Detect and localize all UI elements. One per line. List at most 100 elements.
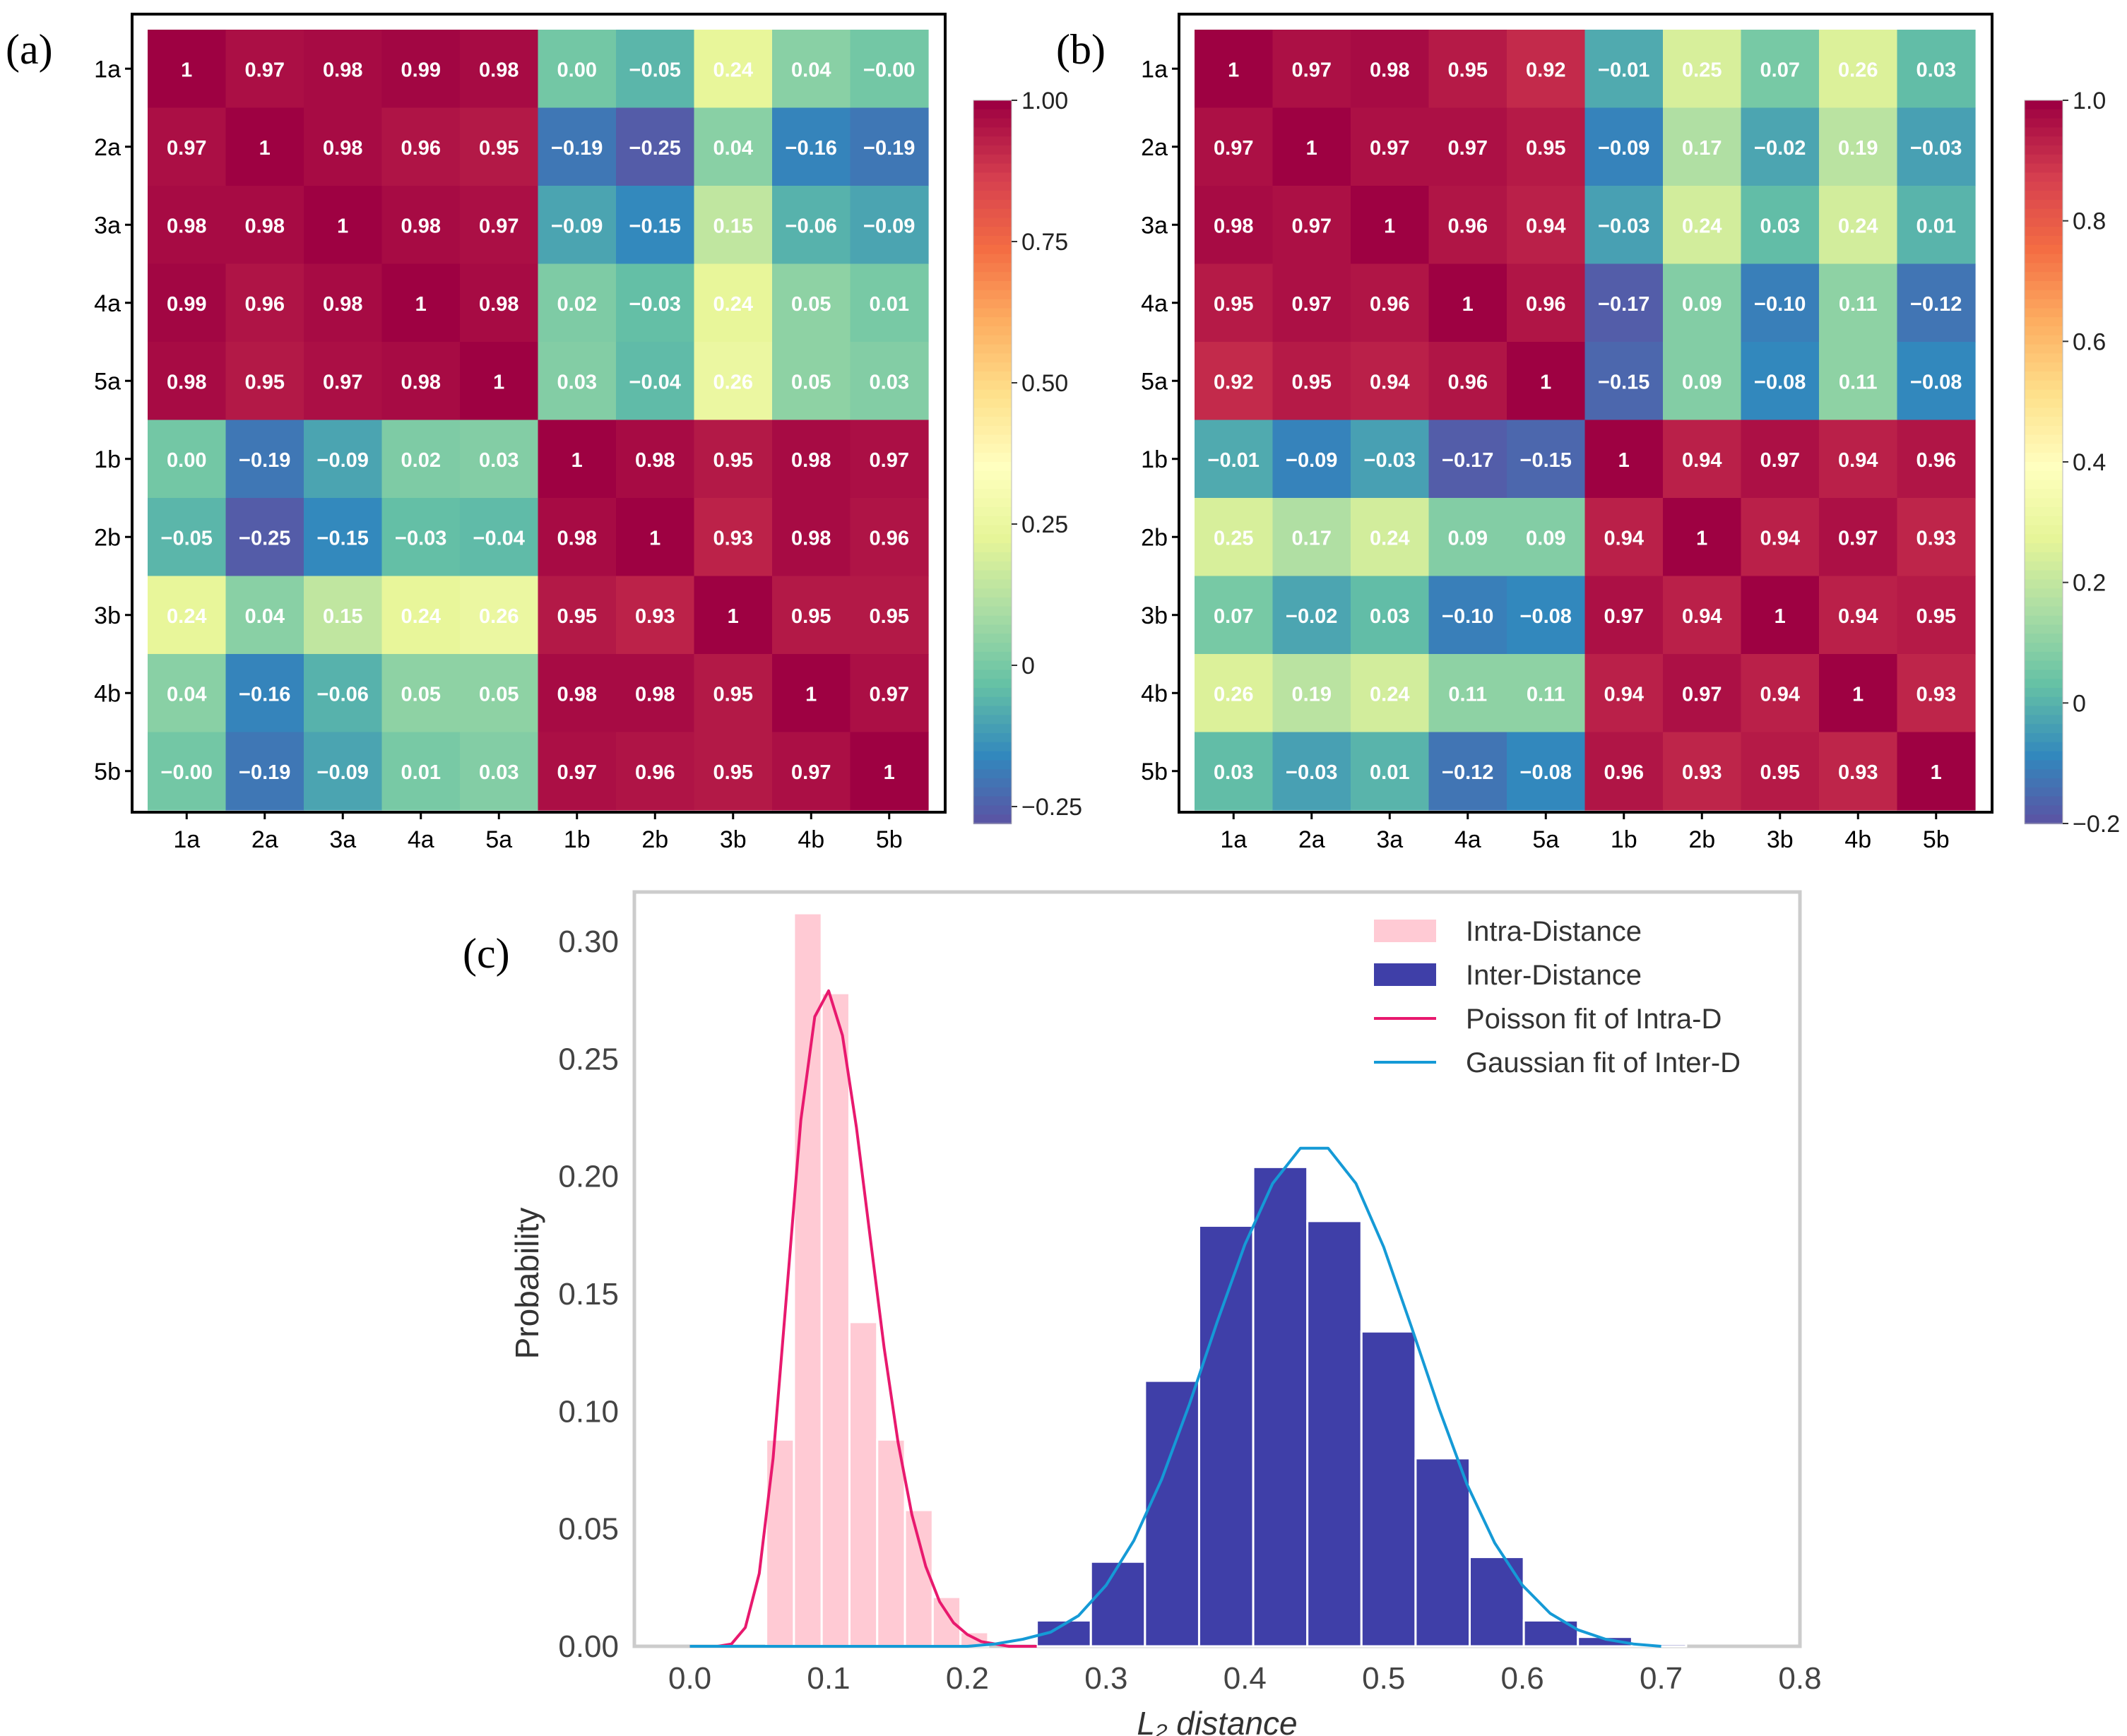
colorbar-a-segment <box>973 570 1012 581</box>
heatmap-b-cell <box>1351 654 1430 733</box>
heatmap-a-col-label: 1b <box>564 826 591 853</box>
heatmap-a-cell <box>304 263 383 343</box>
heatmap-b-cell-value: 0.09 <box>1682 293 1722 316</box>
heatmap-a-cell-value: 0.05 <box>479 683 519 706</box>
heatmap-b-cell-value: 0.94 <box>1682 605 1722 628</box>
fit-line-gaussian-fit-of-inter-d <box>689 1146 1661 1648</box>
x-tick-label: 0.1 <box>807 1661 850 1696</box>
legend-label: Gaussian fit of Inter-D <box>1466 1047 1741 1078</box>
colorbar-a-segment <box>973 516 1012 526</box>
heatmap-a-cell <box>850 732 929 811</box>
y-tick-label: 0.25 <box>558 1042 619 1076</box>
colorbar-b-segment <box>2025 733 2063 743</box>
heatmap-a-cell <box>850 30 929 109</box>
heatmap-b-cell-value: 0.94 <box>1682 449 1722 472</box>
colorbar-b-segment <box>2025 335 2063 345</box>
heatmap-b-cell-value: 0.94 <box>1370 371 1409 393</box>
heatmap-b-cell <box>1663 263 1742 343</box>
heatmap-a-cell <box>381 107 461 186</box>
heatmap-a-cell-value: 0.24 <box>167 605 206 628</box>
heatmap-b-cell-value: 1 <box>1228 59 1239 81</box>
colorbar-a-segment <box>973 389 1012 400</box>
colorbar-b-segment <box>2025 425 2063 436</box>
heatmap-b-row-label: 2a <box>1141 134 1168 161</box>
heatmap-a-cell-value: 0.98 <box>635 683 675 706</box>
heatmap-a-row-label: 2a <box>94 134 121 161</box>
heatmap-a-cell-value: 1 <box>181 59 192 81</box>
heatmap-b-cell <box>1351 498 1430 577</box>
colorbar-b-segment <box>2025 136 2063 146</box>
heatmap-b-cell-value: 0.09 <box>1682 371 1722 393</box>
heatmap-b-cell <box>1584 576 1664 655</box>
colorbar-b-segment <box>2025 380 2063 391</box>
heatmap-b-cell-value: 0.96 <box>1604 761 1644 784</box>
colorbar-a-segment <box>973 525 1012 535</box>
heatmap-b-row-label: 1a <box>1141 56 1168 83</box>
heatmap-b-cell <box>1507 30 1586 109</box>
colorbar-b-tick-label: 0.4 <box>2073 449 2106 476</box>
heatmap-b-cell-value: 0.95 <box>1448 59 1488 81</box>
colorbar-a-segment <box>973 109 1012 119</box>
histogram-bar-intra-distance <box>931 1595 962 1648</box>
heatmap-a-cell-value: −0.04 <box>629 371 681 393</box>
heatmap-a-cell-value: −0.15 <box>317 527 369 549</box>
heatmap-b-cell <box>1351 263 1430 343</box>
colorbar-b-segment <box>2025 444 2063 454</box>
heatmap-b-col-label: 3b <box>1767 826 1794 853</box>
heatmap-a-cell-value: 0.04 <box>713 137 753 160</box>
heatmap-a-cell <box>460 186 539 265</box>
colorbar-b-segment <box>2025 688 2063 698</box>
colorbar-b-segment <box>2025 796 2063 807</box>
colorbar-b-segment <box>2025 742 2063 752</box>
heatmap-a-cell <box>616 732 695 811</box>
heatmap-a-cell <box>381 342 461 421</box>
heatmap-b-row-label: 5a <box>1141 368 1168 395</box>
heatmap-b-cell <box>1663 30 1742 109</box>
heatmap-b-cell <box>1351 30 1430 109</box>
heatmap-a-col-label: 4a <box>408 826 434 853</box>
heatmap-a-cell-value: 0.98 <box>557 683 597 706</box>
colorbar-a-segment <box>973 598 1012 607</box>
heatmap-b-cell <box>1584 498 1664 577</box>
colorbar-a-segment <box>973 154 1012 165</box>
colorbar-a-segment <box>973 498 1012 508</box>
colorbar-b-segment <box>2025 434 2063 445</box>
colorbar-b-segment <box>2025 516 2063 526</box>
heatmap-a-col-label: 2a <box>251 826 278 853</box>
colorbar-a-segment <box>973 470 1012 481</box>
heatmap-b-cell-value: 0.01 <box>1916 215 1956 237</box>
colorbar-a-segment <box>973 145 1012 155</box>
heatmap-b-row-label: 4a <box>1141 290 1168 317</box>
histogram-bar-intra-distance <box>876 1438 906 1648</box>
colorbar-a-segment <box>973 335 1012 345</box>
colorbar-b-segment <box>2025 507 2063 517</box>
heatmap-b-cell-value: 0.93 <box>1682 761 1722 784</box>
heatmap-a-cell <box>148 576 227 655</box>
heatmap-b-cell-value: 0.03 <box>1214 761 1253 784</box>
heatmap-a-cell-value: −0.16 <box>239 683 290 706</box>
heatmap-a-cell-value: 0.96 <box>401 137 441 160</box>
heatmap-a-cell-value: 0.98 <box>791 527 831 549</box>
heatmap-b-cell-value: −0.08 <box>1520 761 1572 784</box>
colorbar-a-segment <box>973 444 1012 454</box>
heatmap-b-row-label: 3a <box>1141 212 1168 239</box>
heatmap-a-cell <box>460 342 539 421</box>
heatmap-a-cell <box>850 186 929 265</box>
heatmap-a-cell <box>694 342 773 421</box>
colorbar-b-segment <box>2025 606 2063 617</box>
colorbar-b-segment <box>2025 263 2063 273</box>
colorbar-a-segment <box>973 688 1012 698</box>
x-tick-label: 0.8 <box>1778 1661 1821 1696</box>
heatmap-b-cell <box>1428 498 1507 577</box>
heatmap-a-cell <box>616 576 695 655</box>
heatmap-a-cell <box>381 30 461 109</box>
heatmap-b-cell-value: 0.17 <box>1292 527 1332 549</box>
heatmap-a-cell-value: 0.95 <box>713 761 753 784</box>
heatmap-a-cell <box>148 186 227 265</box>
heatmap-a-col-label: 3a <box>329 826 356 853</box>
colorbar-a-segment <box>973 127 1012 138</box>
heatmap-b-cell-value: 0.94 <box>1526 215 1565 237</box>
colorbar-a-segment <box>973 362 1012 372</box>
heatmap-a-row-label: 1a <box>94 56 121 83</box>
colorbar-a-segment <box>973 552 1012 562</box>
